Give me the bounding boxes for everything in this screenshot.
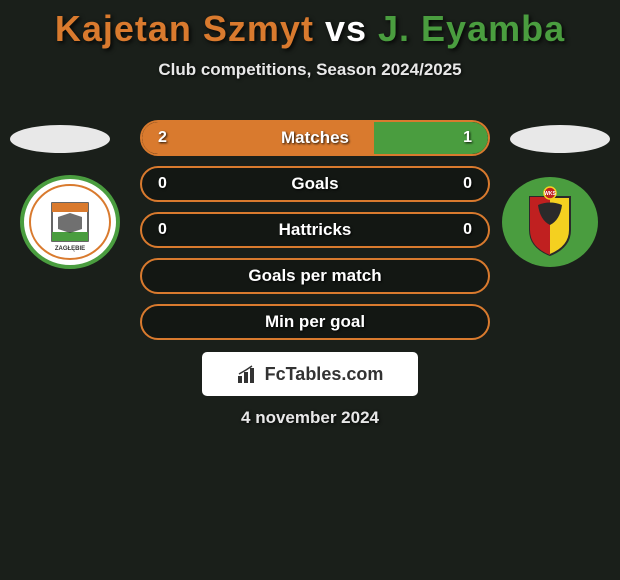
stats-container: 2 Matches 1 0 Goals 0 0 Hattricks 0 Goals per mat…: [140, 120, 490, 350]
stat-label: Goals: [291, 174, 338, 194]
svg-text:ZAGŁĘBIE: ZAGŁĘBIE: [55, 246, 85, 252]
zaglebie-lubin-crest-icon: ZAGŁĘBIE: [20, 175, 120, 270]
stat-value-right: 1: [463, 129, 472, 147]
stat-value-left: 2: [158, 129, 167, 147]
svg-text:WKS: WKS: [544, 191, 556, 197]
slask-wroclaw-crest-icon: WKS: [500, 175, 600, 270]
stat-row: 2 Matches 1: [140, 120, 490, 156]
chart-icon: [237, 364, 259, 384]
vs-label: vs: [325, 8, 367, 49]
stat-row: Min per goal: [140, 304, 490, 340]
stat-label: Matches: [281, 128, 349, 148]
player2-name: J. Eyamba: [378, 8, 565, 49]
stat-value-right: 0: [463, 175, 472, 193]
stat-value-left: 0: [158, 175, 167, 193]
fctables-badge[interactable]: FcTables.com: [202, 352, 418, 396]
player2-oval: [510, 125, 610, 153]
club-crest-left: ZAGŁĘBIE: [20, 175, 120, 270]
date-label: 4 november 2024: [0, 408, 620, 428]
stat-label: Goals per match: [248, 266, 381, 286]
player1-name: Kajetan Szmyt: [55, 8, 314, 49]
stat-value-right: 0: [463, 221, 472, 239]
stat-row: 0 Goals 0: [140, 166, 490, 202]
stat-label: Min per goal: [265, 312, 365, 332]
stat-row: 0 Hattricks 0: [140, 212, 490, 248]
fctables-label: FcTables.com: [265, 364, 384, 385]
subtitle: Club competitions, Season 2024/2025: [0, 60, 620, 80]
stat-value-left: 0: [158, 221, 167, 239]
player1-oval: [10, 125, 110, 153]
stat-label: Hattricks: [279, 220, 352, 240]
club-crest-right: WKS: [500, 175, 600, 270]
comparison-title: Kajetan Szmyt vs J. Eyamba: [0, 0, 620, 50]
stat-row: Goals per match: [140, 258, 490, 294]
